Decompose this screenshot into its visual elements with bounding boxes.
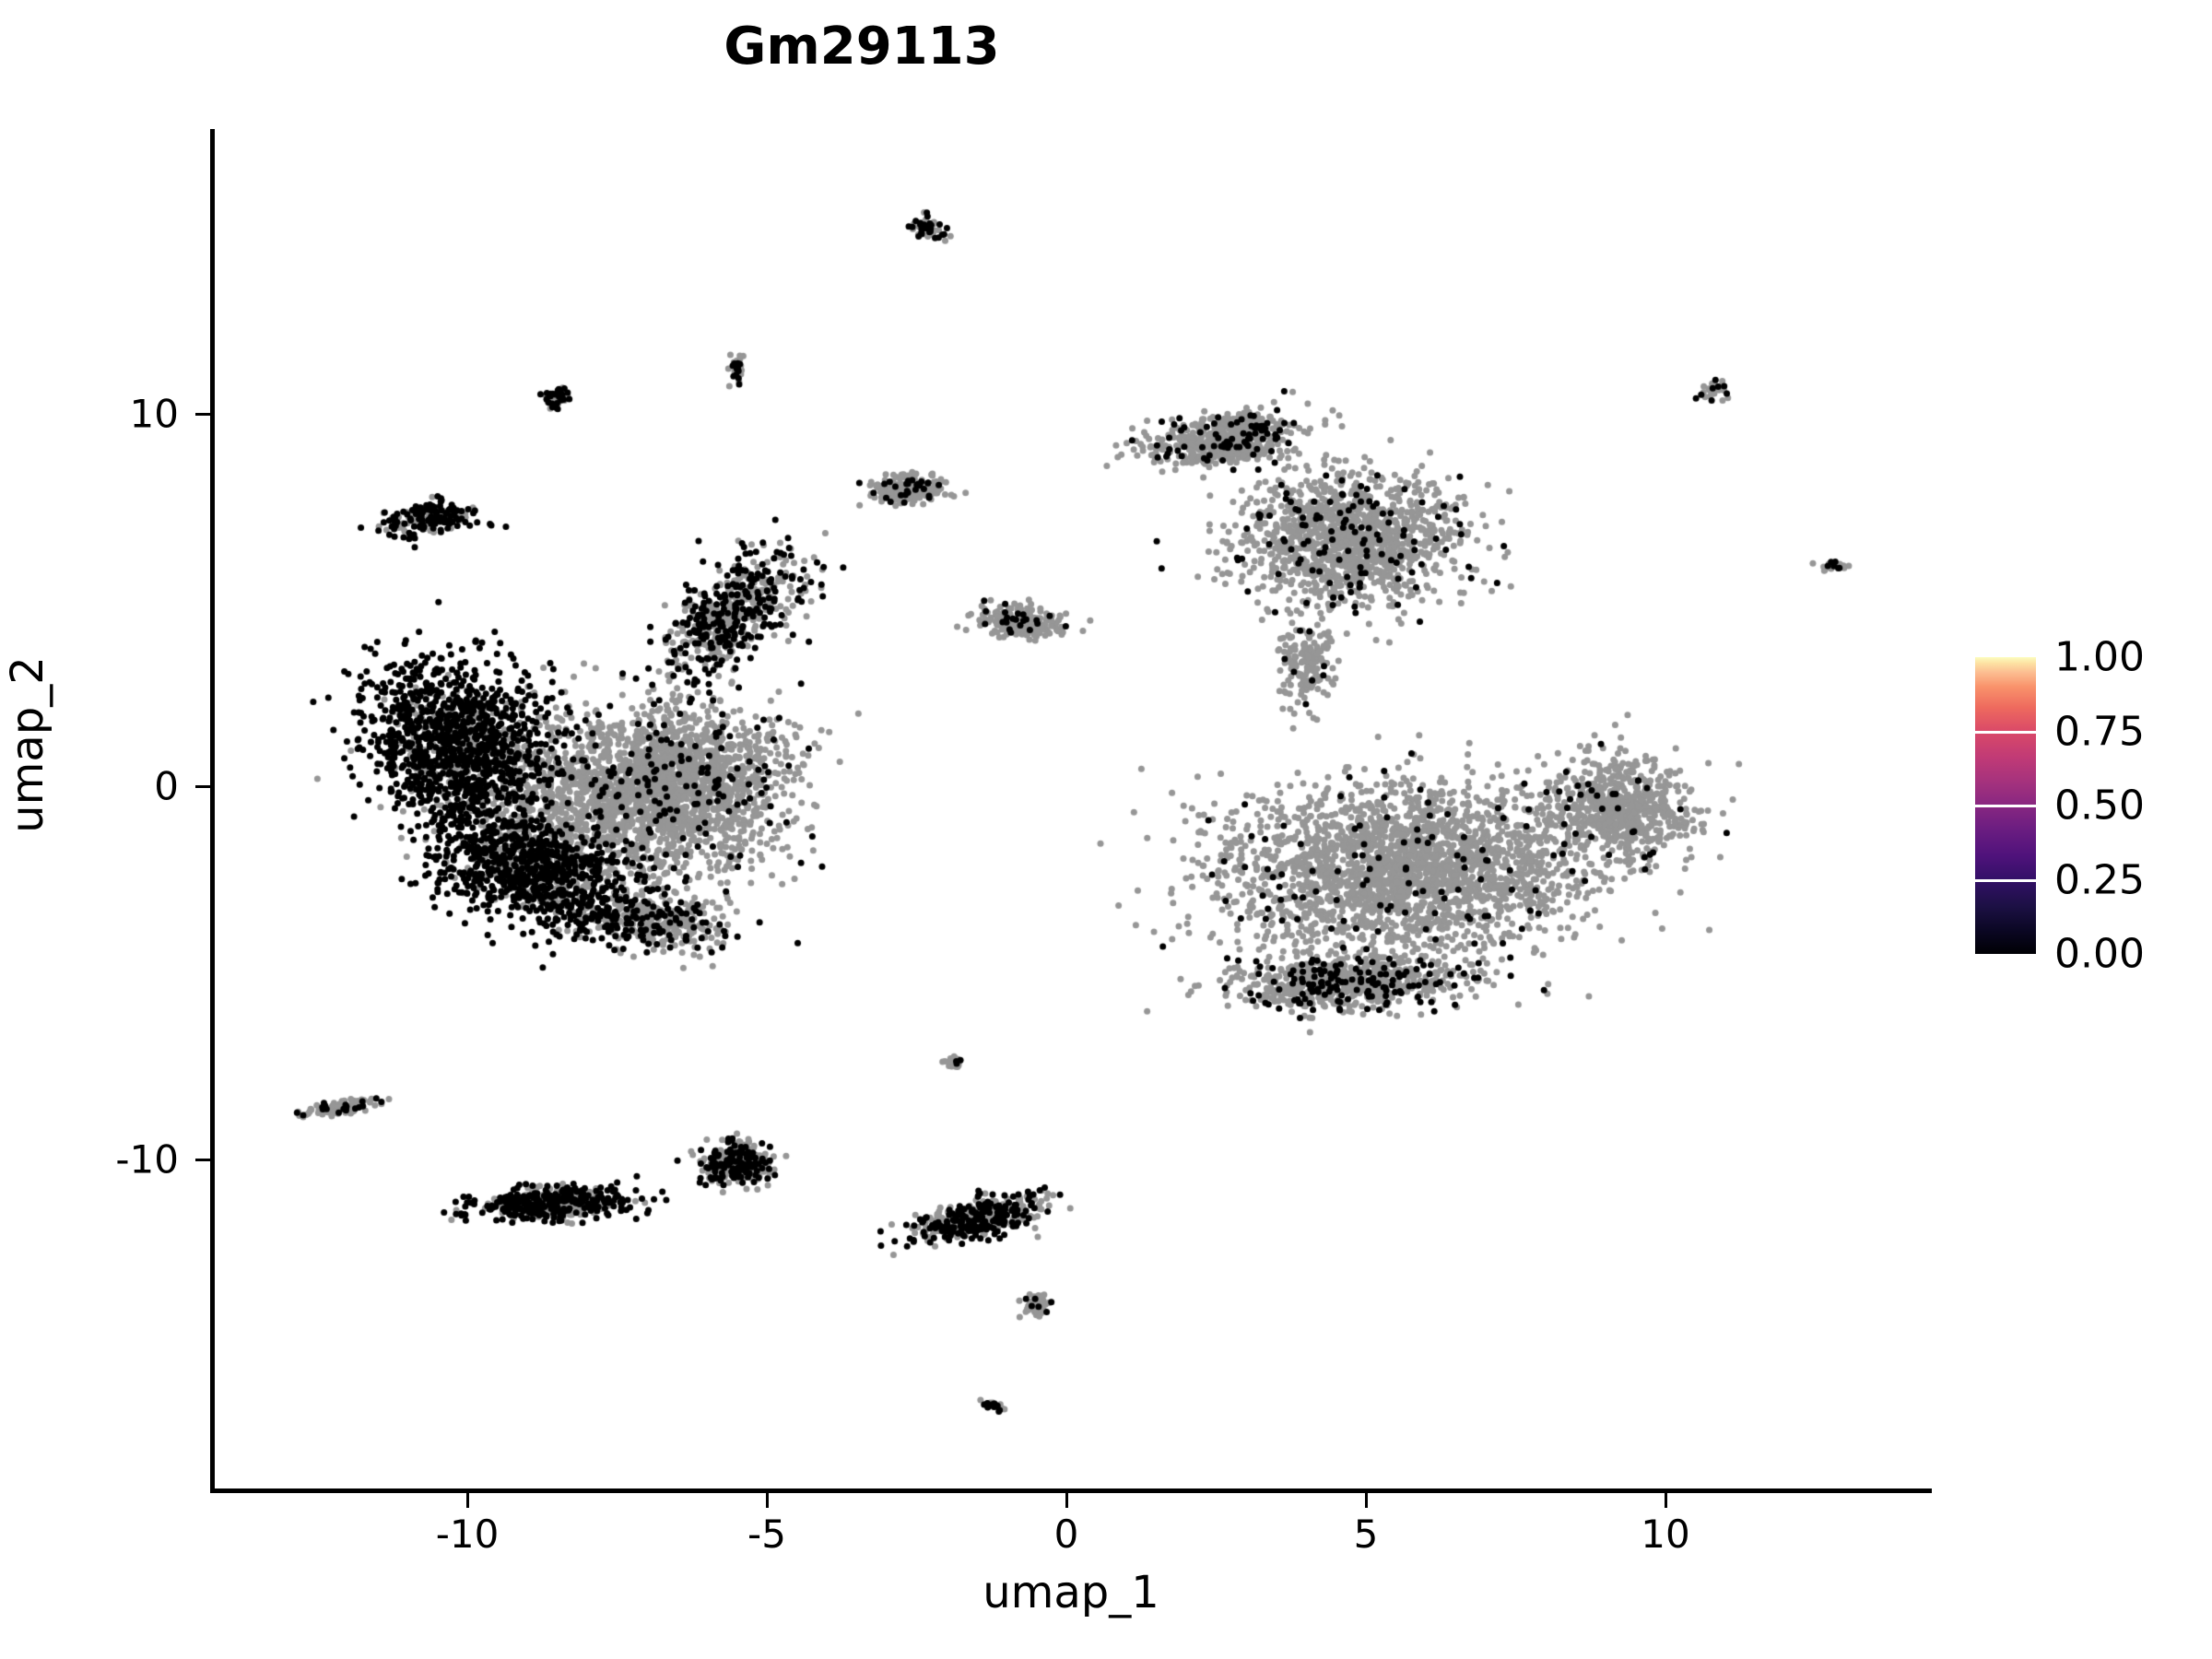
x-axis-label: umap_1: [982, 1567, 1159, 1618]
plot-axes: -10 -5 0 5 10 10 0 -10: [115, 129, 1932, 1557]
x-tick-mark: [466, 1493, 469, 1508]
y-axis-label: umap_2: [2, 656, 53, 833]
x-tick-mark: [1665, 1493, 1667, 1508]
x-tick-label: -10: [435, 1512, 500, 1557]
y-tick-mark: [195, 785, 210, 788]
y-tick-label: -10: [115, 1136, 179, 1182]
colorbar-tick-mark: [1975, 878, 2036, 882]
x-tick-mark: [1065, 1493, 1068, 1508]
y-tick-mark: [195, 1158, 210, 1161]
scatter-plot-area[interactable]: [210, 129, 1932, 1493]
colorbar-tick-label: 0.75: [2054, 708, 2145, 755]
x-tick-label: 0: [1053, 1512, 1079, 1557]
colorbar-tick-label: 0.00: [2054, 930, 2145, 978]
colorbar-tick-label: 0.25: [2054, 856, 2145, 903]
colorbar-tick-label: 1.00: [2054, 633, 2145, 681]
y-tick-label: 0: [154, 763, 179, 809]
colorbar: 1.00 0.75 0.50 0.25 0.00: [1975, 634, 2145, 978]
x-tick-label: -5: [747, 1512, 786, 1557]
y-tick-label: 10: [129, 391, 179, 436]
y-tick-mark: [195, 412, 210, 416]
x-tick-mark: [1365, 1493, 1368, 1508]
x-tick-mark: [766, 1493, 769, 1508]
x-tick-label: 10: [1641, 1512, 1690, 1557]
chart-title: Gm29113: [724, 17, 1000, 76]
colorbar-tick-mark: [1975, 730, 2036, 734]
colorbar-tick-mark: [1975, 805, 2036, 807]
x-tick-label: 5: [1353, 1512, 1379, 1557]
colorbar-tick-label: 0.50: [2054, 782, 2145, 830]
